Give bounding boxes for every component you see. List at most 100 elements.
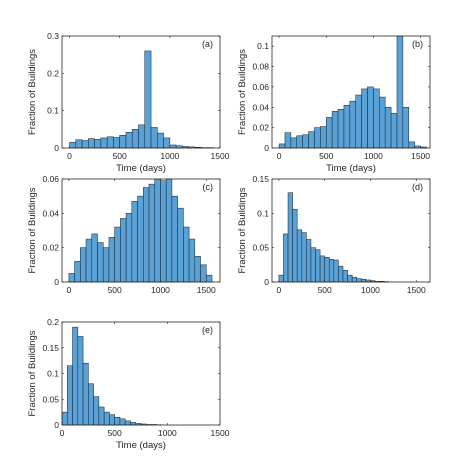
histogram-bar: [290, 137, 298, 149]
y-tick-label: 0.1: [47, 106, 59, 116]
y-tick-label: 0.2: [47, 68, 59, 78]
histogram-bar: [188, 238, 196, 283]
y-tick-label: 0: [54, 277, 59, 287]
y-tick-label: 0.1: [257, 208, 269, 218]
histogram-bar: [379, 96, 386, 149]
histogram-bar: [319, 255, 325, 283]
histogram-bar: [108, 237, 115, 283]
y-tick-label: 0.04: [42, 208, 59, 218]
x-tick-label: 1000: [160, 151, 179, 161]
histogram-bar: [384, 106, 392, 149]
histogram-bar: [343, 104, 351, 149]
histogram-bar: [106, 136, 114, 149]
histogram-bar: [109, 414, 115, 426]
histogram-bar: [310, 247, 316, 283]
chart-panel: 0 500 1000 1500 0 0.05 0.1 0.15 0.2 (e) Fraction o…: [27, 317, 230, 451]
histogram-bar: [120, 218, 127, 283]
histogram-bar: [100, 137, 108, 149]
histogram-bar: [169, 144, 177, 149]
histogram-bar: [347, 274, 353, 283]
y-tick-label: 0: [54, 143, 59, 153]
y-axis-title: Fraction of Buildings: [27, 187, 38, 273]
histogram-bar: [337, 109, 345, 149]
histogram-bar: [143, 187, 150, 283]
x-tick-label: 0: [60, 428, 65, 438]
x-axis-title: Time (days): [326, 163, 376, 174]
histogram-bar: [85, 238, 93, 283]
y-tick-label: 0.04: [252, 102, 269, 112]
x-tick-label: 1500: [211, 151, 230, 161]
y-tick-label: 0.2: [47, 317, 59, 327]
histogram-bar: [408, 141, 415, 149]
histogram-bar: [74, 261, 81, 283]
y-tick-label: 0.05: [42, 394, 59, 404]
axes-frame: [61, 178, 221, 283]
histogram-bar: [125, 213, 133, 283]
chart-panel: 0 500 1000 1500 0 0.02 0.04 0.06 (c) Fraction of …: [27, 174, 221, 295]
x-tick-label: 0: [67, 285, 72, 295]
x-axis-title: Time (days): [116, 440, 166, 451]
histogram-bar: [88, 138, 95, 149]
histogram-bar: [367, 86, 374, 149]
histogram-bar: [119, 135, 127, 149]
panel-label: (a): [202, 39, 213, 49]
histogram-bar: [160, 180, 167, 283]
x-tick-label: 1000: [151, 285, 170, 295]
histogram-bar: [205, 274, 213, 283]
histogram-bar: [177, 207, 184, 283]
histogram-bar: [157, 132, 164, 149]
histogram-bar: [292, 208, 298, 283]
histogram-bar: [183, 226, 190, 283]
histogram-bar: [361, 88, 368, 149]
histogram-bar: [98, 406, 105, 426]
axes-frame: [61, 35, 221, 149]
y-tick-label: 0.1: [47, 369, 59, 379]
histogram-bar: [373, 88, 380, 149]
histogram-bar: [144, 50, 152, 149]
histogram-bar: [390, 113, 398, 149]
histogram-bar: [137, 195, 144, 283]
histogram-bar: [165, 178, 173, 283]
x-tick-label: 0: [67, 151, 72, 161]
histogram-bar: [308, 131, 315, 149]
y-tick-label: 0.3: [47, 31, 59, 41]
y-tick-label: 0: [264, 277, 269, 287]
histogram-bar: [296, 229, 303, 283]
histogram-bar: [72, 326, 79, 426]
histogram-bar: [61, 411, 68, 426]
histogram-bar: [278, 143, 286, 149]
histogram-bar: [69, 142, 77, 149]
histogram-bar: [138, 124, 146, 149]
histogram-bar: [361, 278, 367, 283]
histogram-bar: [284, 132, 292, 149]
y-axis-title: Fraction of Buildings: [27, 49, 38, 135]
histogram-bar: [200, 264, 207, 283]
histogram-bar: [287, 192, 293, 283]
histogram-bar: [301, 232, 307, 283]
histogram-bar: [396, 35, 404, 149]
x-tick-label: 1000: [158, 428, 177, 438]
histogram-bar: [131, 201, 138, 283]
axes-frame: [271, 178, 431, 283]
x-tick-label: 1500: [407, 285, 426, 295]
histogram-bar: [80, 247, 87, 283]
histogram-bar: [325, 117, 333, 149]
panel-label: (c): [203, 182, 214, 192]
chart-panel: 0 500 1000 1500 0 0.1 0.2 0.3 (a) Fraction of Bui…: [27, 31, 230, 174]
histogram-bar: [314, 127, 321, 149]
panel-label: (e): [202, 325, 213, 335]
y-tick-label: 0: [264, 143, 269, 153]
histogram-bar: [114, 416, 121, 426]
x-tick-label: 500: [319, 151, 333, 161]
histogram-bar: [320, 126, 327, 149]
histogram-bar: [75, 139, 83, 149]
y-axis-title: Fraction of Buildings: [237, 187, 248, 273]
histogram-bar: [150, 127, 158, 149]
x-tick-label: 0: [277, 151, 282, 161]
panel-label: (d): [412, 182, 423, 192]
histogram-bar: [328, 259, 335, 283]
histogram-bar: [302, 134, 309, 149]
histogram-bar: [351, 276, 357, 283]
y-tick-label: 0.1: [257, 41, 269, 51]
